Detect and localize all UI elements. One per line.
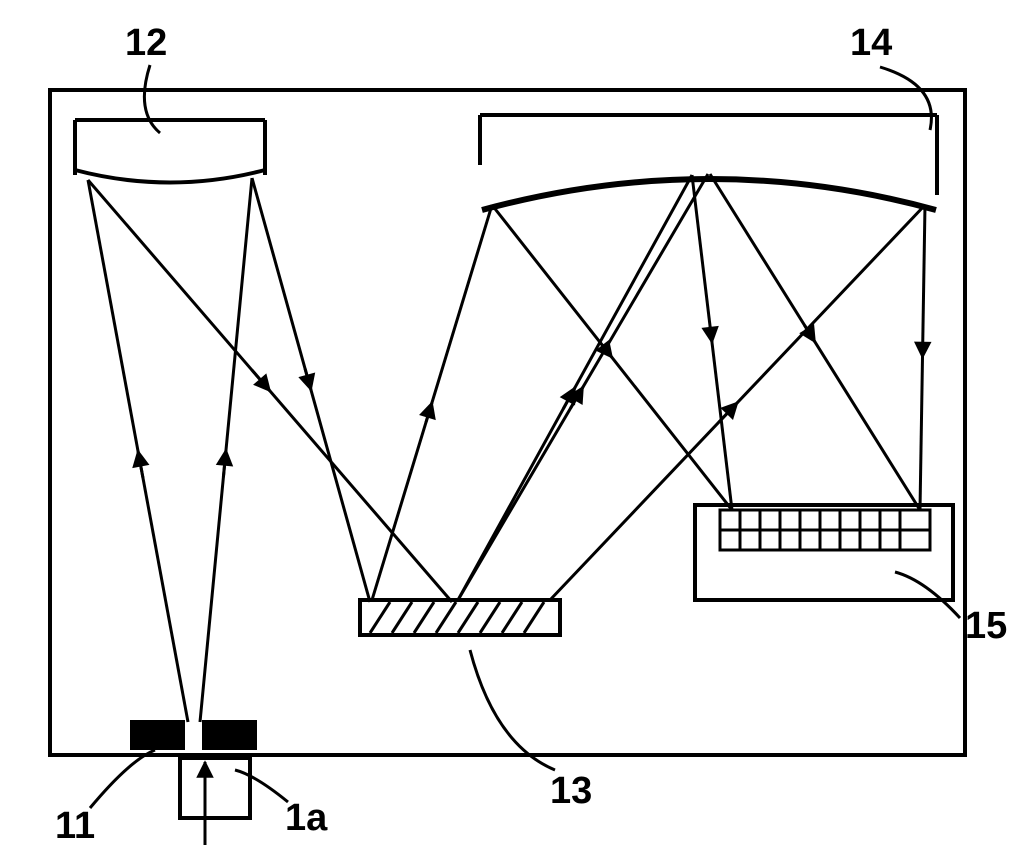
ray-arrow: [305, 369, 311, 390]
label-leader-14: [880, 67, 931, 130]
label-15: 15: [965, 605, 1007, 647]
label-leader-13: [470, 650, 555, 770]
input-port-1a: [180, 758, 250, 818]
ray-arrow: [252, 370, 270, 391]
label-leader-12: [144, 65, 160, 133]
mirror-12-surface: [75, 170, 265, 183]
label-11: 11: [55, 805, 95, 847]
ray-arrow: [138, 451, 143, 478]
slit-11-jaw-left: [130, 720, 185, 750]
label-leader-11: [90, 750, 155, 808]
slit-11-jaw-right: [202, 720, 257, 750]
label-12: 12: [125, 22, 167, 64]
label-14: 14: [850, 22, 892, 64]
label-13: 13: [550, 770, 592, 812]
diagram-svg: 12 14 15 13 1a 11: [0, 0, 1022, 852]
ray-arrow: [710, 326, 712, 343]
optical-schematic-diagram: 12 14 15 13 1a 11: [0, 0, 1022, 852]
ray-arrow: [223, 450, 226, 477]
label-1a: 1a: [285, 797, 328, 839]
mirror-14-surface: [482, 179, 936, 210]
ray-arrow: [426, 403, 432, 423]
